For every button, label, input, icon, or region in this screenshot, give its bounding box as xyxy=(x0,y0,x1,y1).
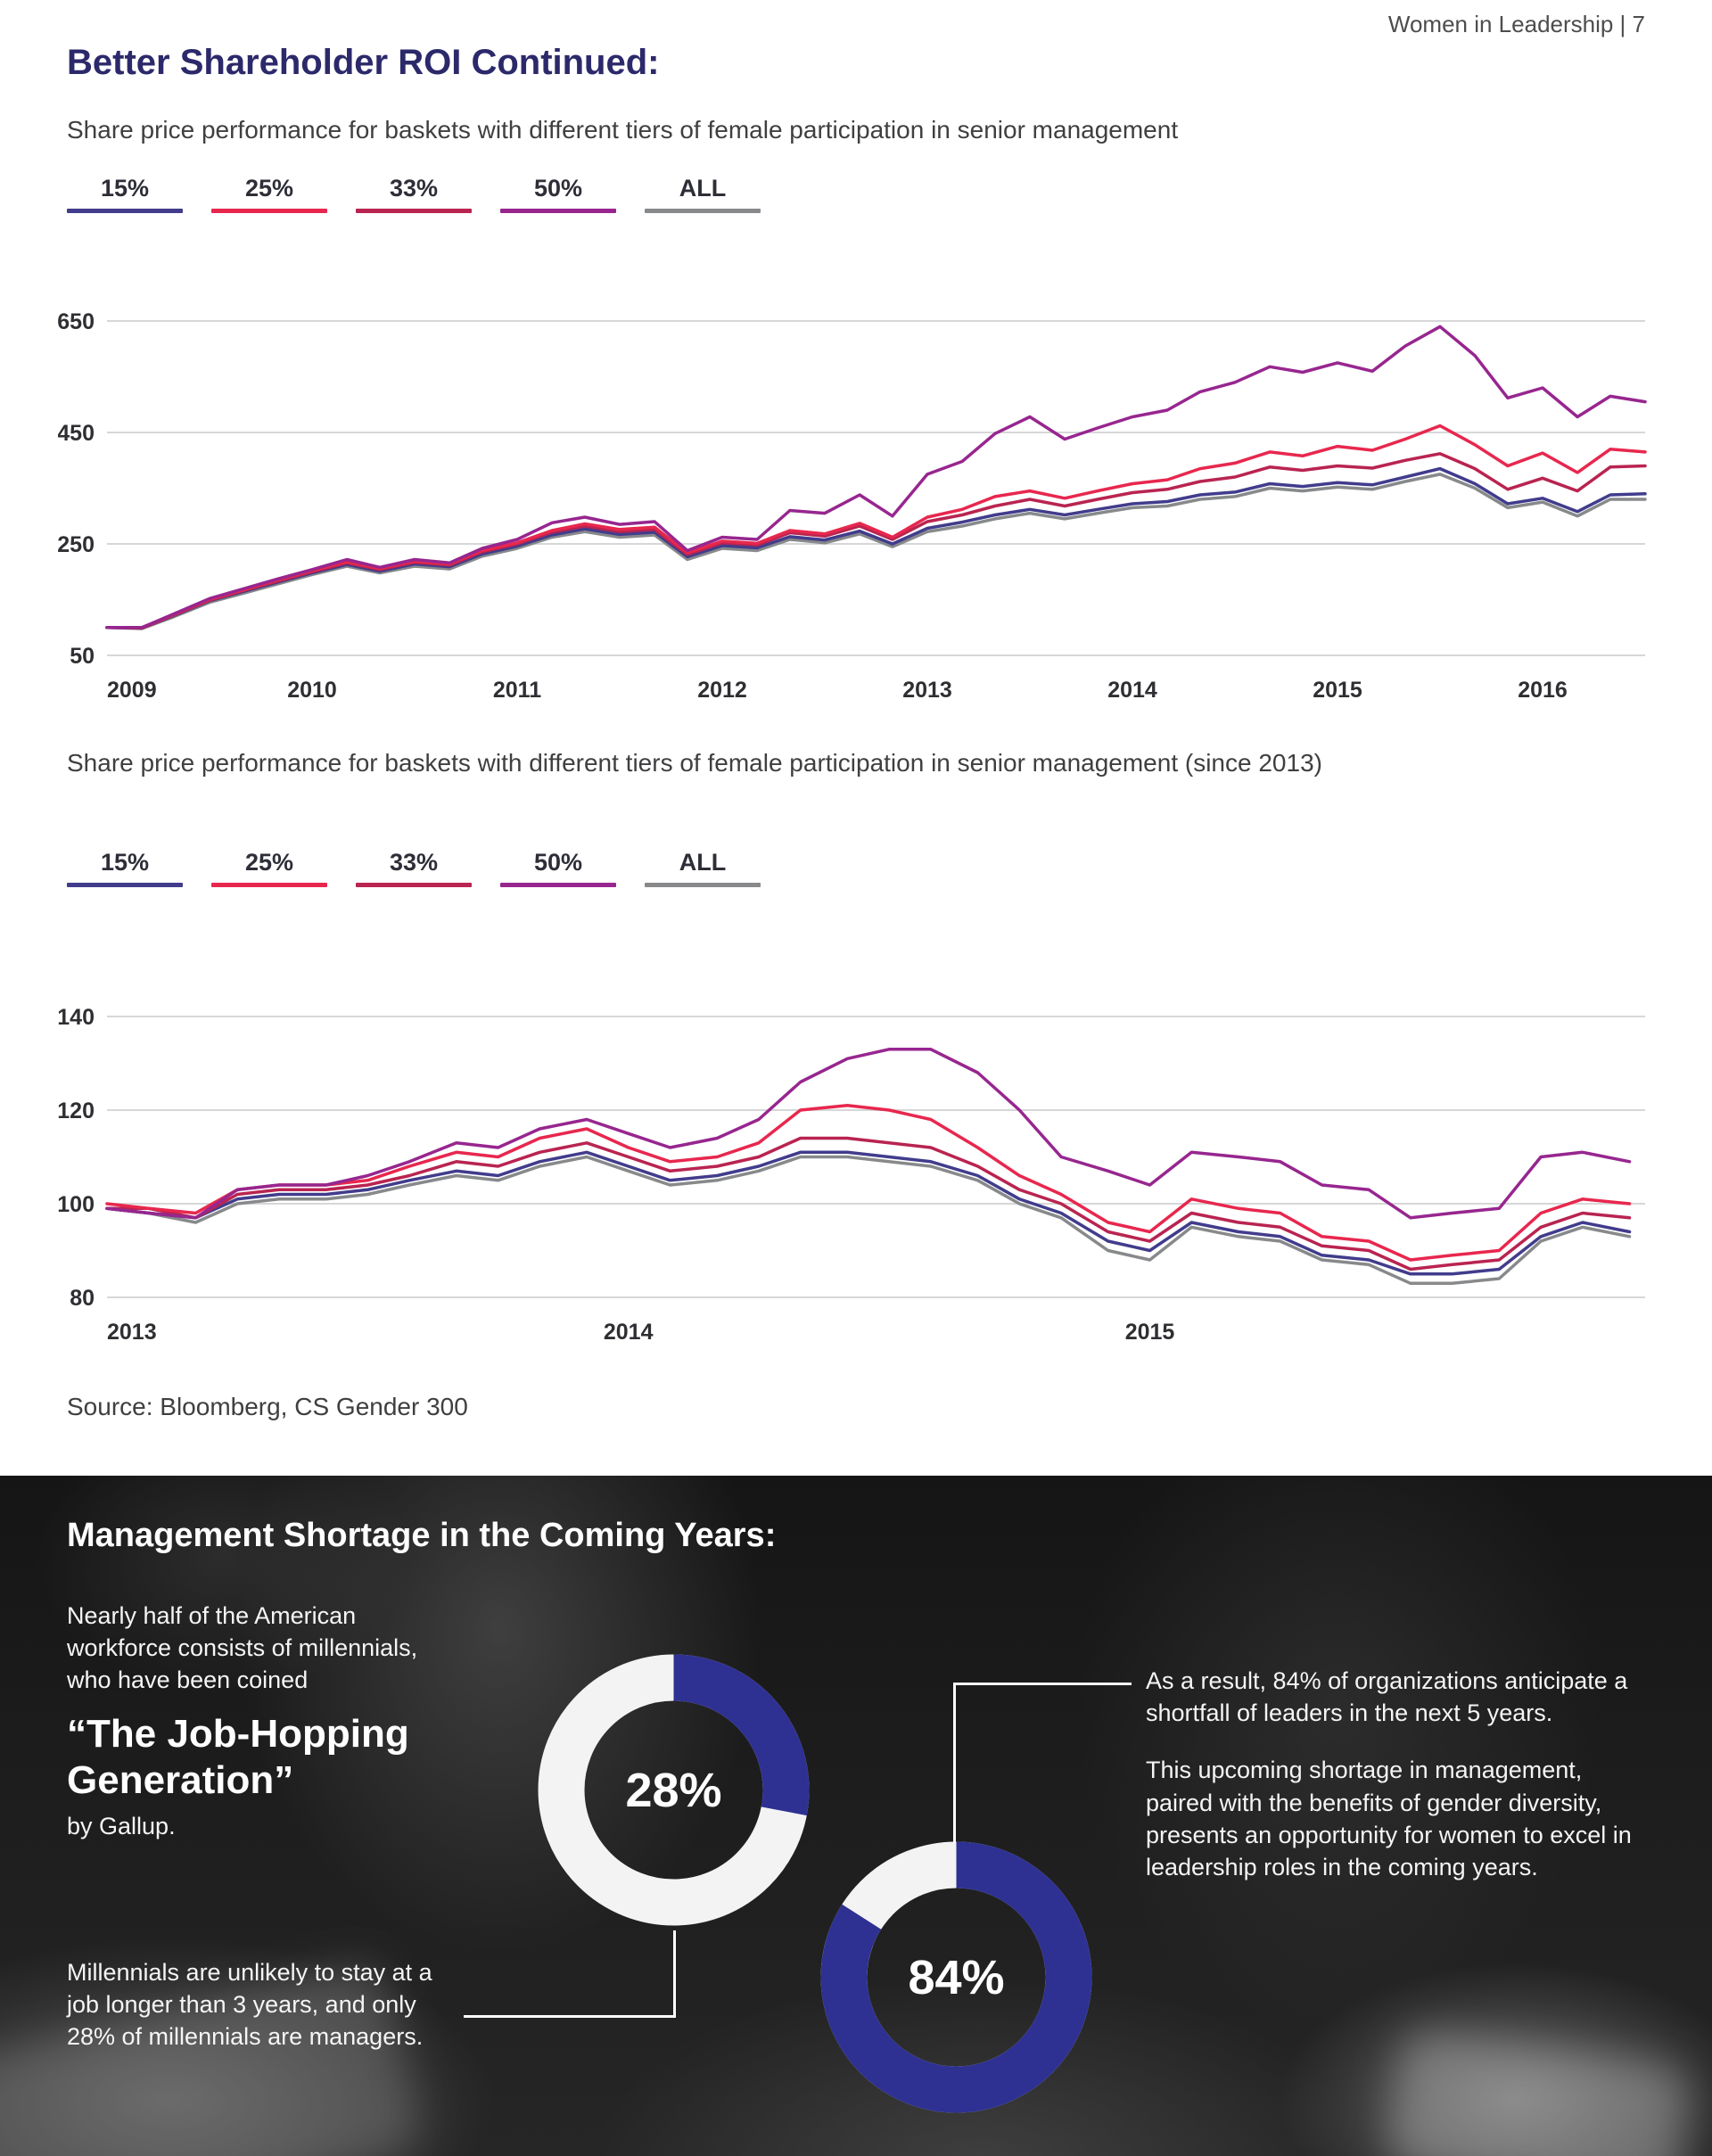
legend-item-33: 33% xyxy=(356,849,472,887)
legend-swatch-33 xyxy=(356,209,472,213)
chart1-legend: 15% 25% 33% 50% ALL xyxy=(67,175,761,213)
legend-item-50: 50% xyxy=(500,175,616,213)
line-chart-since-2013: 140 120 100 80 2013 2014 2015 xyxy=(58,963,1654,1373)
result-paragraph: As a result, 84% of organizations antici… xyxy=(1146,1667,1628,1727)
svg-text:2010: 2010 xyxy=(287,678,337,703)
section-title: Management Shortage in the Coming Years: xyxy=(67,1517,777,1554)
donut-28-label: 28% xyxy=(625,1763,722,1817)
legend-label-15: 15% xyxy=(100,175,150,202)
svg-text:50: 50 xyxy=(70,644,95,669)
legend-swatch-15 xyxy=(67,883,183,887)
svg-text:2012: 2012 xyxy=(697,678,747,703)
legend-label-33: 33% xyxy=(389,175,439,202)
management-shortage-section: Management Shortage in the Coming Years:… xyxy=(0,1476,1712,2156)
opportunity-paragraph: This upcoming shortage in management, pa… xyxy=(1146,1757,1632,1880)
svg-text:80: 80 xyxy=(70,1286,95,1311)
millennials-note: Millennials are unlikely to stay at a jo… xyxy=(67,1959,432,2050)
svg-text:2014: 2014 xyxy=(604,1320,654,1345)
svg-text:2016: 2016 xyxy=(1518,678,1568,703)
line-chart-full-period: 650 450 250 50 2009 2010 2011 2012 2013 2014 2015 2… xyxy=(58,267,1654,713)
legend-item-all: ALL xyxy=(645,849,761,887)
svg-text:2014: 2014 xyxy=(1107,678,1157,703)
legend-item-33: 33% xyxy=(356,175,472,213)
svg-text:650: 650 xyxy=(58,309,95,334)
legend-swatch-all xyxy=(645,883,761,887)
legend-swatch-25 xyxy=(211,883,327,887)
quote-text: “The Job-Hopping Generation” xyxy=(67,1711,409,1802)
svg-text:140: 140 xyxy=(58,1005,95,1030)
donut-84-ring xyxy=(820,1841,1092,2113)
right-text-column: As a result, 84% of organizations antici… xyxy=(1146,1665,1654,1883)
donut-chart-28: 28% xyxy=(538,1654,810,1926)
legend-label-15: 15% xyxy=(100,849,150,876)
legend-label-25: 25% xyxy=(244,175,294,202)
legend-swatch-25 xyxy=(211,209,327,213)
legend-swatch-50 xyxy=(500,209,616,213)
chart2-legend: 15% 25% 33% 50% ALL xyxy=(67,849,761,887)
legend-item-all: ALL xyxy=(645,175,761,213)
svg-text:120: 120 xyxy=(58,1099,95,1123)
legend-swatch-50 xyxy=(500,883,616,887)
svg-text:250: 250 xyxy=(58,532,95,557)
left-text-column: Nearly half of the American workforce co… xyxy=(67,1601,459,1840)
legend-item-15: 15% xyxy=(67,849,183,887)
page-title: Better Shareholder ROI Continued: xyxy=(67,43,660,82)
connector-line-84-vertical xyxy=(953,1683,956,1843)
legend-swatch-all xyxy=(645,209,761,213)
donut-84-label: 84% xyxy=(908,1950,1005,2004)
legend-label-50: 50% xyxy=(533,175,583,202)
svg-text:2009: 2009 xyxy=(107,678,157,703)
page-header: Women in Leadership | 7 xyxy=(1387,11,1645,37)
donut-chart-84: 84% xyxy=(820,1841,1092,2113)
svg-text:2015: 2015 xyxy=(1125,1320,1175,1345)
intro-text: Nearly half of the American workforce co… xyxy=(67,1602,418,1693)
source-note: Source: Bloomberg, CS Gender 300 xyxy=(67,1393,468,1420)
svg-text:2013: 2013 xyxy=(107,1320,157,1345)
svg-text:2013: 2013 xyxy=(902,678,952,703)
chart2-caption: Share price performance for baskets with… xyxy=(67,749,1322,777)
connector-line-28-vertical xyxy=(673,1930,676,2018)
legend-item-25: 25% xyxy=(211,849,327,887)
legend-item-15: 15% xyxy=(67,175,183,213)
svg-text:2011: 2011 xyxy=(493,678,541,703)
connector-line-84-horizontal xyxy=(953,1683,1132,1685)
line-chart-1-svg: 650 450 250 50 2009 2010 2011 2012 2013 2014 2015 2… xyxy=(58,309,1647,703)
legend-item-50: 50% xyxy=(500,849,616,887)
line-chart-2-svg: 140 120 100 80 2013 2014 2015 xyxy=(58,1005,1645,1345)
legend-label-25: 25% xyxy=(244,849,294,876)
legend-swatch-33 xyxy=(356,883,472,887)
chart1-caption: Share price performance for baskets with… xyxy=(67,116,1179,144)
svg-text:100: 100 xyxy=(58,1192,95,1217)
legend-swatch-15 xyxy=(67,209,183,213)
donut-28-ring xyxy=(538,1654,810,1926)
legend-label-all: ALL xyxy=(679,175,727,202)
svg-text:450: 450 xyxy=(58,421,95,446)
legend-label-33: 33% xyxy=(389,849,439,876)
legend-label-all: ALL xyxy=(679,849,727,876)
attribution-text: by Gallup. xyxy=(67,1812,176,1839)
legend-label-50: 50% xyxy=(533,849,583,876)
legend-item-25: 25% xyxy=(211,175,327,213)
svg-text:2015: 2015 xyxy=(1313,678,1362,703)
connector-line-28-horizontal xyxy=(464,2015,675,2018)
